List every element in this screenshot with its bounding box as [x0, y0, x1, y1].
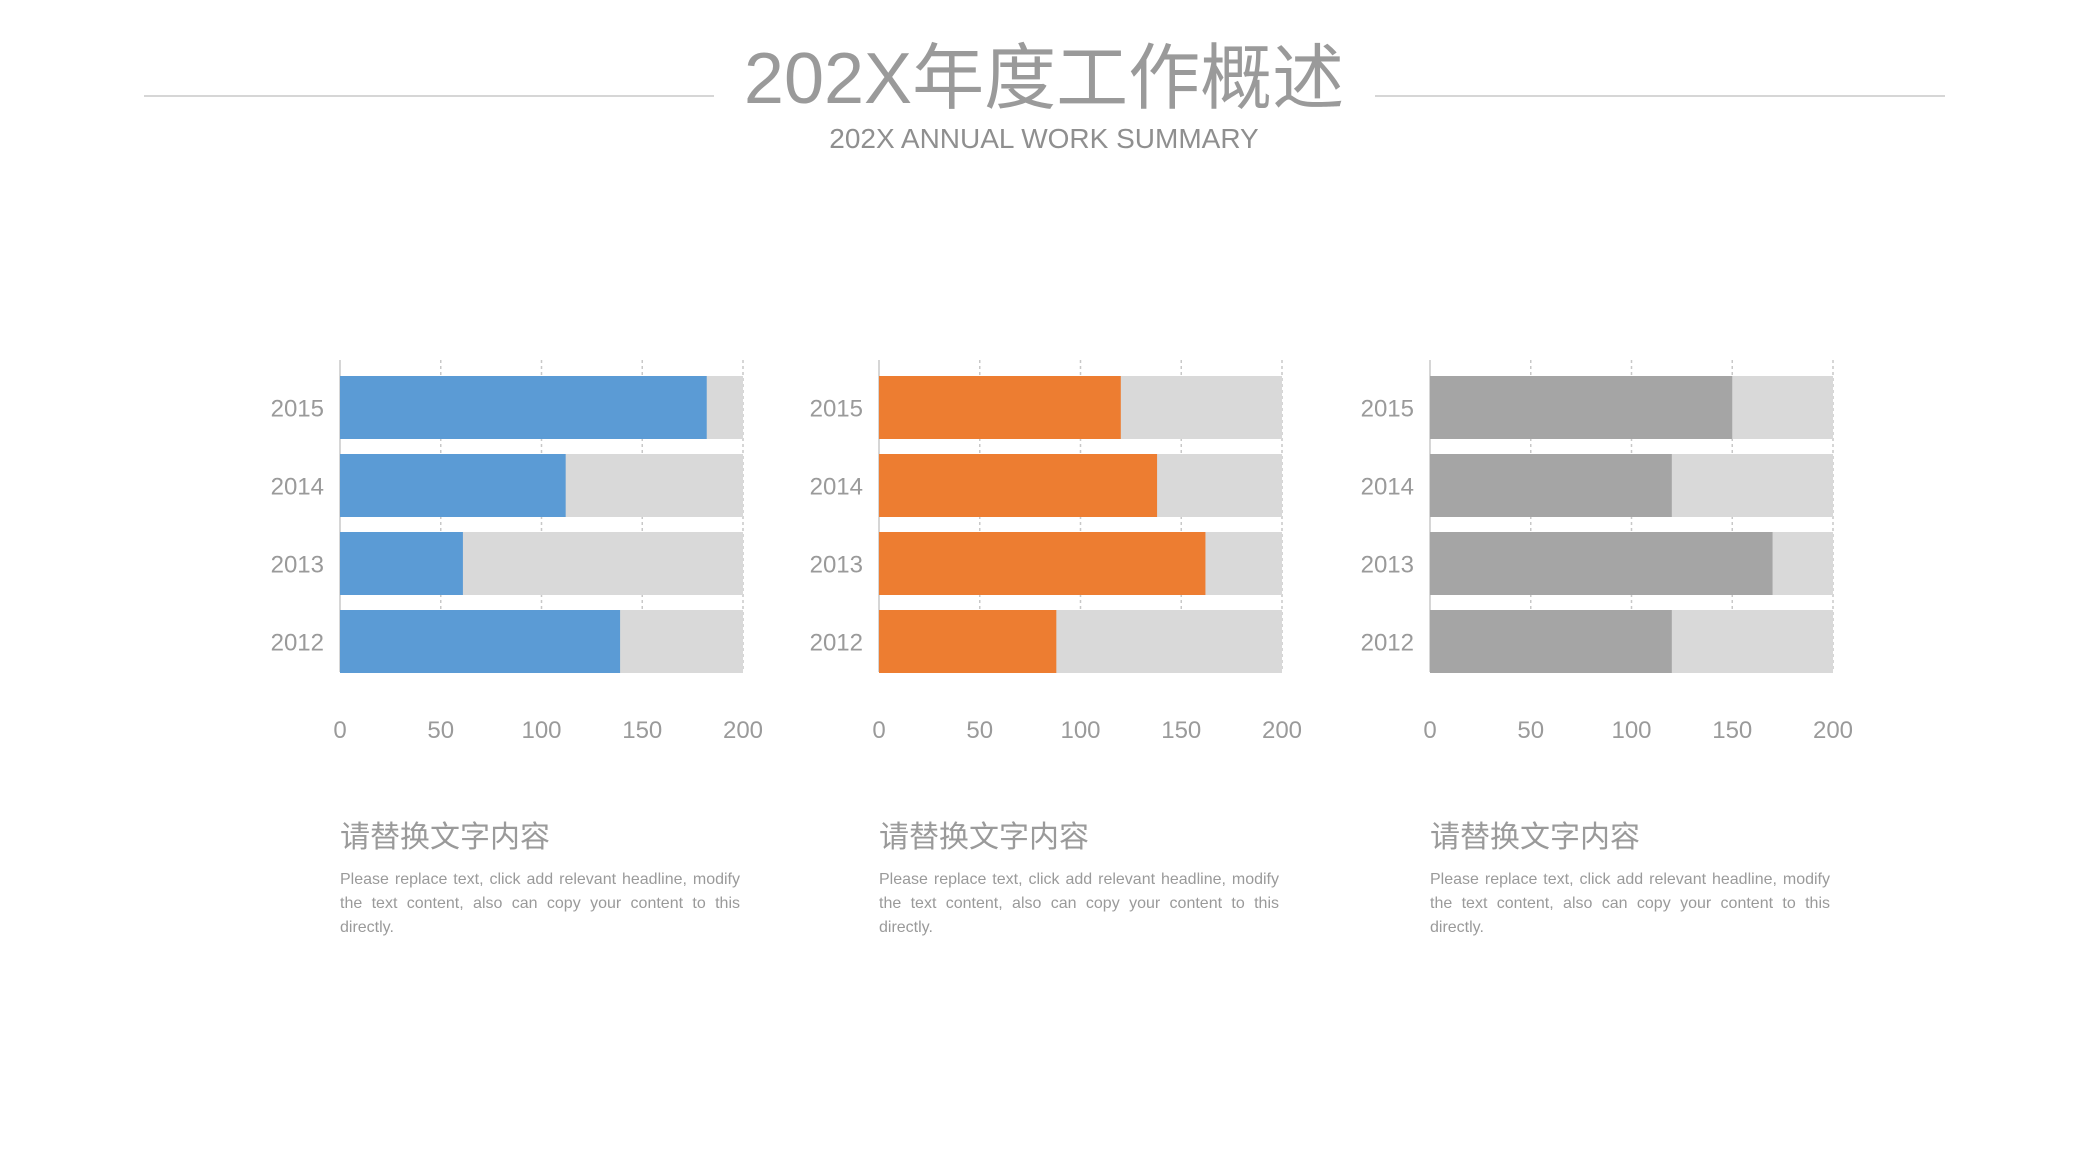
bar-2012	[340, 610, 621, 673]
y-category-label: 2014	[271, 474, 324, 501]
x-tick-label: 150	[622, 717, 662, 744]
x-tick-label: 100	[1611, 717, 1651, 744]
x-tick-label: 100	[1060, 717, 1100, 744]
caption-body: Please replace text, click add relevant …	[1430, 871, 1830, 936]
y-category-label: 2013	[1361, 552, 1414, 579]
caption-1: 请替换文字内容 Please replace text, click add r…	[340, 818, 740, 940]
bar-chart-1: 0 50 100 150 200 2015 2014 2013 2012	[240, 340, 800, 760]
bar-chart-2: 0 50 100 150 200 2015 2014 2013 2012	[779, 340, 1339, 760]
caption-2: 请替换文字内容 Please replace text, click add r…	[879, 818, 1279, 940]
x-tick-label: 50	[427, 717, 454, 744]
x-tick-label: 200	[1813, 717, 1853, 744]
y-category-label: 2015	[271, 396, 324, 423]
bar-2014	[879, 454, 1158, 517]
bar-chart-3-svg: 0 50 100 150 200 2015 2014 2013 2012	[1361, 360, 1853, 744]
x-tick-label: 100	[521, 717, 561, 744]
caption-heading: 请替换文字内容	[1430, 821, 1640, 854]
y-category-label: 2015	[1361, 396, 1414, 423]
bar-chart-3: 0 50 100 150 200 2015 2014 2013 2012	[1330, 340, 1890, 760]
bar-2012	[1430, 610, 1672, 673]
page-title: 202X年度工作概述	[743, 39, 1345, 119]
x-tick-label: 0	[333, 717, 346, 744]
y-category-label: 2012	[271, 630, 324, 657]
x-tick-label: 50	[1517, 717, 1544, 744]
y-category-label: 2012	[1361, 630, 1414, 657]
bar-2012	[879, 610, 1057, 673]
caption-heading: 请替换文字内容	[340, 821, 550, 854]
y-category-label: 2013	[810, 552, 863, 579]
bar-2013	[340, 532, 463, 595]
x-tick-label: 0	[872, 717, 885, 744]
y-category-label: 2014	[810, 474, 863, 501]
bar-2013	[1430, 532, 1773, 595]
x-tick-label: 200	[723, 717, 763, 744]
bar-2013	[879, 532, 1206, 595]
bar-2014	[1430, 454, 1672, 517]
y-category-label: 2013	[271, 552, 324, 579]
bar-2014	[340, 454, 566, 517]
bar-chart-2-svg: 0 50 100 150 200 2015 2014 2013 2012	[810, 360, 1302, 744]
x-tick-label: 0	[1423, 717, 1436, 744]
bar-2015	[340, 376, 707, 439]
y-category-label: 2015	[810, 396, 863, 423]
x-tick-label: 150	[1712, 717, 1752, 744]
caption-body: Please replace text, click add relevant …	[879, 871, 1279, 936]
y-category-label: 2012	[810, 630, 863, 657]
title-rule-left	[144, 95, 714, 97]
caption-body: Please replace text, click add relevant …	[340, 871, 740, 936]
bar-chart-1-svg: 0 50 100 150 200 2015 2014 2013 2012	[271, 360, 763, 744]
x-tick-label: 50	[966, 717, 993, 744]
bar-2015	[879, 376, 1121, 439]
bar-2015	[1430, 376, 1733, 439]
caption-heading: 请替换文字内容	[879, 821, 1089, 854]
x-tick-label: 200	[1262, 717, 1302, 744]
x-tick-label: 150	[1161, 717, 1201, 744]
caption-3: 请替换文字内容 Please replace text, click add r…	[1430, 818, 1830, 940]
title-rule-right	[1375, 95, 1945, 97]
y-category-label: 2014	[1361, 474, 1414, 501]
page-subtitle: 202X ANNUAL WORK SUMMARY	[829, 123, 1259, 154]
